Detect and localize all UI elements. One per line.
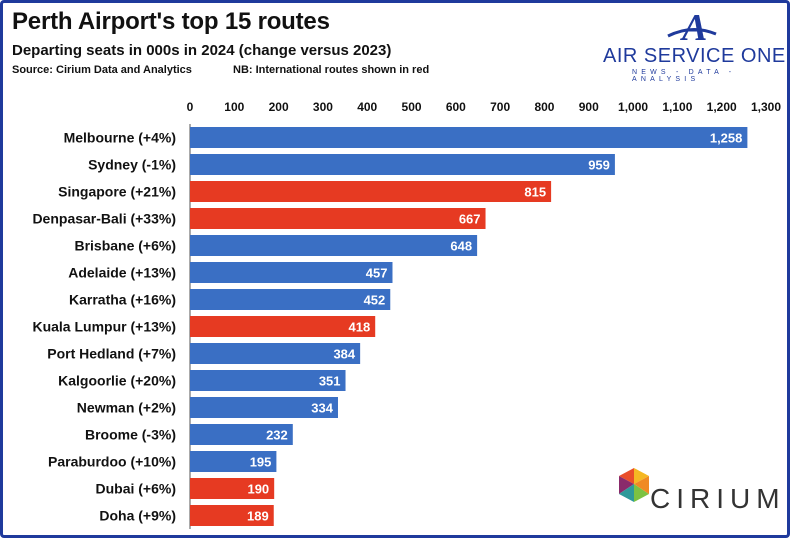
category-label: Brisbane (+6%) <box>74 238 176 254</box>
x-tick-label: 400 <box>357 100 377 114</box>
air-service-one-logo-icon: A <box>667 7 717 46</box>
data-label: 189 <box>247 509 269 524</box>
bar <box>190 262 393 283</box>
bar <box>190 127 748 148</box>
bar <box>190 235 478 256</box>
data-label: 457 <box>366 266 388 281</box>
data-label: 334 <box>311 401 333 416</box>
x-tick-label: 1,100 <box>662 100 692 114</box>
data-label: 667 <box>459 212 481 227</box>
data-label: 452 <box>364 293 386 308</box>
x-tick-label: 500 <box>402 100 422 114</box>
source-note: Source: Cirium Data and Analytics <box>12 64 192 76</box>
bar <box>190 424 293 445</box>
x-tick-label: 0 <box>187 100 194 114</box>
category-label: Dubai (+6%) <box>95 481 176 497</box>
data-label: 959 <box>588 158 610 173</box>
category-label: Sydney (-1%) <box>88 157 176 173</box>
data-label: 190 <box>247 482 269 497</box>
bar <box>190 397 338 418</box>
category-label: Denpasar-Bali (+33%) <box>32 211 176 227</box>
color-note: NB: International routes shown in red <box>233 64 430 76</box>
data-label: 351 <box>319 374 341 389</box>
category-label: Doha (+9%) <box>99 508 176 524</box>
x-tick-label: 100 <box>224 100 244 114</box>
x-tick-label: 600 <box>446 100 466 114</box>
bar <box>190 289 391 310</box>
x-tick-label: 800 <box>534 100 554 114</box>
air-service-one-name: AIR SERVICE ONE <box>603 45 786 67</box>
category-label: Melbourne (+4%) <box>64 130 176 146</box>
bar <box>190 505 274 526</box>
bar <box>190 316 376 337</box>
category-label: Newman (+2%) <box>77 400 176 416</box>
chart-title: Perth Airport's top 15 routes <box>12 8 330 35</box>
category-label: Kalgoorlie (+20%) <box>58 373 176 389</box>
category-label: Paraburdoo (+10%) <box>48 454 176 470</box>
category-label: Adelaide (+13%) <box>68 265 176 281</box>
x-tick-label: 900 <box>579 100 599 114</box>
data-label: 384 <box>333 347 355 362</box>
data-label: 232 <box>266 428 288 443</box>
data-label: 1,258 <box>710 131 743 146</box>
data-label: 815 <box>524 185 546 200</box>
bar <box>190 370 346 391</box>
bar <box>190 181 552 202</box>
category-label: Broome (-3%) <box>85 427 176 443</box>
data-label: 195 <box>250 455 272 470</box>
svg-text:A: A <box>680 7 707 46</box>
x-tick-label: 700 <box>490 100 510 114</box>
air-service-one-tagline: NEWS - DATA - ANALYSIS <box>632 69 736 83</box>
chart-subtitle: Departing seats in 000s in 2024 (change … <box>12 42 392 59</box>
bar <box>190 343 361 364</box>
category-label: Singapore (+21%) <box>58 184 176 200</box>
bar <box>190 154 615 175</box>
data-label: 418 <box>349 320 371 335</box>
bar <box>190 478 275 499</box>
x-tick-label: 1,300 <box>751 100 781 114</box>
bar <box>190 208 486 229</box>
category-label: Karratha (+16%) <box>69 292 176 308</box>
data-label: 648 <box>450 239 472 254</box>
bar <box>190 451 277 472</box>
category-label: Kuala Lumpur (+13%) <box>32 319 176 335</box>
category-label: Port Hedland (+7%) <box>47 346 176 362</box>
cirium-logo-icon <box>619 468 649 502</box>
x-tick-label: 1,200 <box>707 100 737 114</box>
x-tick-label: 1,000 <box>618 100 648 114</box>
x-tick-label: 300 <box>313 100 333 114</box>
cirium-name: CIRIUM <box>650 483 786 514</box>
x-tick-label: 200 <box>269 100 289 114</box>
